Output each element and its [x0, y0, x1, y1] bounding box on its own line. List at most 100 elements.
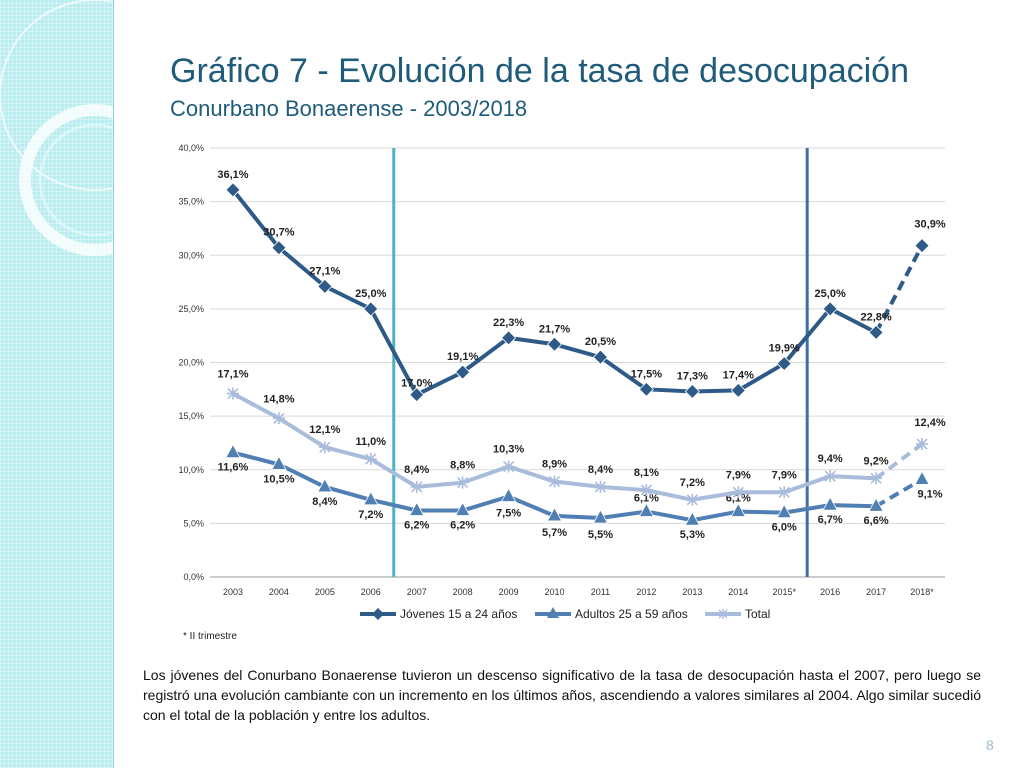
marker-triangle — [592, 509, 609, 524]
x-tick-label: 2010 — [545, 587, 565, 597]
data-label: 30,7% — [263, 227, 294, 239]
slide-title: Gráfico 7 - Evolución de la tasa de deso… — [170, 52, 910, 90]
data-label: 19,1% — [447, 351, 478, 363]
marker-star — [318, 441, 331, 454]
marker-triangle — [500, 487, 517, 502]
data-label: 6,0% — [772, 522, 797, 534]
marker-diamond — [409, 387, 425, 403]
y-tick-label: 10,0% — [178, 465, 204, 475]
marker-star — [226, 387, 239, 400]
y-tick-label: 35,0% — [178, 197, 204, 207]
data-label: 36,1% — [217, 169, 248, 181]
y-tick-label: 40,0% — [178, 143, 204, 153]
marker-star — [686, 493, 699, 506]
legend-marker-star — [718, 609, 728, 619]
data-label: 8,4% — [312, 496, 337, 508]
data-label: 7,9% — [726, 469, 751, 481]
legend-label: Jóvenes 15 a 24 años — [400, 607, 517, 621]
x-tick-label: 2003 — [223, 587, 243, 597]
x-tick-label: 2006 — [361, 587, 381, 597]
data-label: 12,4% — [914, 417, 945, 429]
data-label: 8,4% — [588, 464, 613, 476]
data-label: 8,4% — [404, 464, 429, 476]
x-tick-label: 2005 — [315, 587, 335, 597]
data-label: 7,5% — [496, 508, 521, 520]
data-label: 9,2% — [864, 455, 889, 467]
marker-diamond — [225, 182, 241, 198]
marker-triangle — [225, 443, 241, 458]
data-label: 25,0% — [355, 288, 386, 300]
marker-diamond — [363, 301, 379, 317]
data-label: 22,8% — [860, 311, 891, 323]
data-label: 17,3% — [677, 370, 708, 382]
x-tick-label: 2008 — [453, 587, 473, 597]
marker-diamond — [914, 238, 930, 254]
y-tick-label: 15,0% — [178, 411, 204, 421]
page-number: 8 — [986, 737, 994, 753]
x-tick-label: 2007 — [407, 587, 427, 597]
marker-triangle — [730, 502, 746, 517]
data-label: 6,7% — [818, 514, 843, 526]
data-label: 5,5% — [588, 529, 613, 541]
data-label: 27,1% — [309, 265, 340, 277]
legend-marker-diamond — [372, 608, 384, 620]
data-label: 7,9% — [772, 469, 797, 481]
y-tick-label: 5,0% — [183, 518, 204, 528]
y-tick-label: 20,0% — [178, 358, 204, 368]
data-label: 21,7% — [539, 323, 570, 335]
data-label: 25,0% — [815, 288, 846, 300]
unemployment-line-chart: 0,0% 5,0% 10,0% 15,0% 20,0% 25,0% 30,0% 35,0% 40… — [178, 143, 945, 621]
data-label: 7,2% — [358, 509, 383, 521]
legend-marker-triangle — [547, 607, 559, 618]
marker-triangle — [317, 478, 333, 493]
series-dashed-segment-2 — [875, 477, 924, 508]
data-label: 9,4% — [818, 453, 843, 465]
data-label: 8,9% — [542, 459, 567, 471]
data-label: 7,2% — [680, 477, 705, 489]
series-dashed-segment-1 — [874, 244, 924, 334]
marker-triangle — [363, 490, 379, 506]
marker-star — [456, 476, 469, 489]
series-dashed-segment-3 — [874, 442, 924, 480]
marker-star — [364, 453, 377, 466]
data-label: 5,7% — [542, 527, 567, 539]
data-label: 30,9% — [914, 219, 945, 231]
marker-star — [502, 460, 515, 473]
y-tick-label: 25,0% — [178, 304, 204, 314]
x-tick-label: 2011 — [591, 587, 610, 597]
marker-star — [410, 480, 423, 493]
data-label: 6,2% — [450, 520, 475, 532]
data-label: 19,9% — [769, 343, 800, 355]
marker-triangle — [684, 511, 701, 526]
legend-label: Adultos 25 a 59 años — [575, 607, 688, 621]
data-label: 17,0% — [401, 378, 432, 390]
marker-diamond — [868, 324, 884, 341]
marker-diamond — [684, 383, 700, 400]
data-label: 5,3% — [680, 529, 705, 541]
marker-star — [594, 480, 607, 493]
marker-star — [824, 470, 837, 483]
data-label: 10,5% — [263, 473, 294, 485]
marker-triangle — [776, 503, 792, 519]
marker-diamond — [501, 330, 517, 346]
marker-star — [916, 438, 929, 451]
data-label: 11,6% — [218, 462, 249, 474]
data-label: 20,5% — [585, 336, 616, 348]
data-label: 17,1% — [217, 369, 248, 381]
y-tick-label: 30,0% — [178, 250, 204, 260]
data-label: 8,1% — [634, 467, 659, 479]
data-label: 11,0% — [355, 436, 386, 448]
marker-triangle — [868, 497, 884, 512]
data-label: 14,8% — [263, 393, 294, 405]
marker-diamond — [822, 301, 838, 317]
marker-diamond — [638, 381, 654, 397]
marker-star — [548, 475, 561, 488]
x-tick-label: 2013 — [682, 587, 702, 597]
data-label: 9,1% — [917, 488, 942, 500]
marker-triangle — [638, 502, 655, 517]
marker-diamond — [546, 336, 563, 352]
marker-triangle — [271, 455, 287, 470]
decorative-circles — [0, 0, 113, 256]
legend-label: Total — [745, 607, 770, 621]
data-label: 6,6% — [864, 515, 889, 527]
